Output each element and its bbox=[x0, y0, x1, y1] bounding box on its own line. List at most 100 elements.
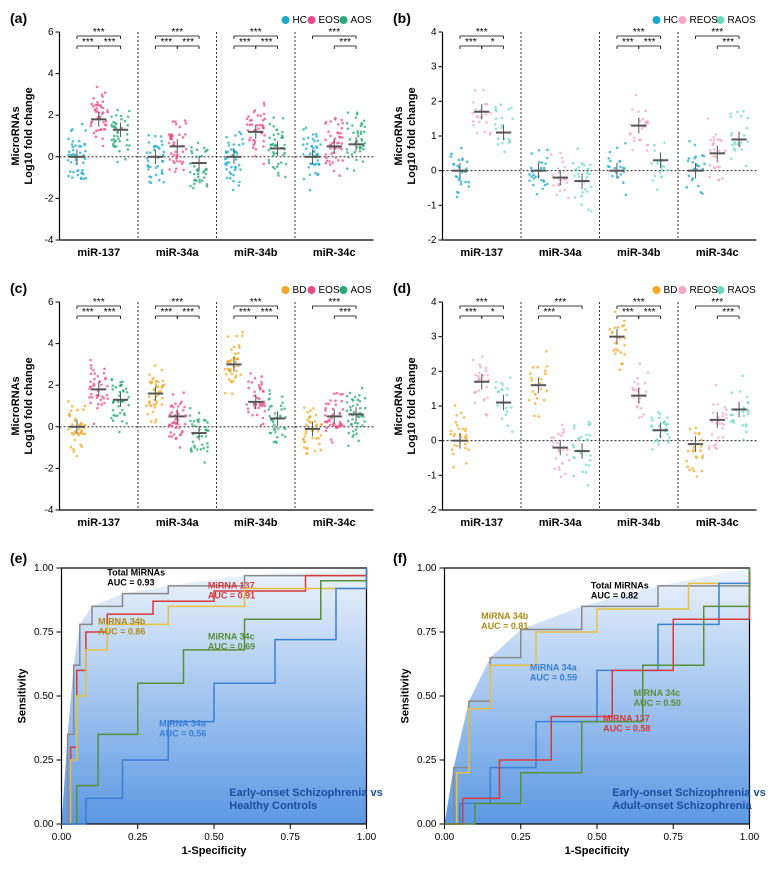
svg-text:-4: -4 bbox=[45, 505, 54, 516]
svg-text:0: 0 bbox=[48, 422, 54, 433]
svg-text:-4: -4 bbox=[45, 235, 54, 246]
svg-text:AUC = 0.50: AUC = 0.50 bbox=[634, 698, 681, 708]
panel-d: (d) MicroRNAsLog10 fold change-2-101234R… bbox=[393, 280, 766, 540]
svg-text:0: 0 bbox=[431, 436, 437, 447]
svg-text:Healthy Controls: Healthy Controls bbox=[229, 800, 317, 812]
svg-text:6: 6 bbox=[48, 297, 54, 308]
svg-text:miR-34c: miR-34c bbox=[696, 247, 739, 259]
svg-text:***: *** bbox=[182, 37, 194, 48]
panel-label-b: (b) bbox=[393, 10, 411, 26]
svg-text:***: *** bbox=[161, 307, 173, 318]
svg-text:***: *** bbox=[622, 37, 634, 48]
svg-text:AOS: AOS bbox=[351, 285, 372, 296]
svg-text:Total MiRNAs: Total MiRNAs bbox=[107, 568, 165, 578]
svg-text:1.00: 1.00 bbox=[740, 832, 760, 843]
panel-b: (b) MicroRNAsLog10 fold change-2-101234R… bbox=[393, 10, 766, 270]
svg-text:-1: -1 bbox=[428, 200, 437, 211]
svg-text:Adult-onset Schizophrenia: Adult-onset Schizophrenia bbox=[612, 800, 752, 812]
svg-text:Log10 fold change: Log10 fold change bbox=[406, 87, 418, 184]
svg-text:1: 1 bbox=[431, 401, 437, 412]
svg-text:***: *** bbox=[261, 37, 273, 48]
svg-text:0.25: 0.25 bbox=[34, 755, 54, 766]
svg-text:AUC = 0.69: AUC = 0.69 bbox=[208, 642, 255, 652]
svg-text:4: 4 bbox=[431, 27, 437, 38]
svg-text:miR-34a: miR-34a bbox=[539, 247, 583, 259]
svg-text:Log10 fold change: Log10 fold change bbox=[406, 357, 418, 454]
svg-text:1-Specificity: 1-Specificity bbox=[182, 845, 248, 857]
svg-text:***: *** bbox=[239, 37, 251, 48]
svg-text:0.50: 0.50 bbox=[204, 832, 224, 843]
svg-text:MicroRNAs: MicroRNAs bbox=[10, 376, 22, 435]
svg-text:***: *** bbox=[644, 37, 656, 48]
svg-text:MiRNA 34b: MiRNA 34b bbox=[481, 611, 529, 621]
chart-c: MicroRNAsLog10 fold change-4-20246AOSEOS… bbox=[10, 280, 383, 540]
svg-text:***: *** bbox=[339, 307, 351, 318]
svg-text:***: *** bbox=[104, 37, 116, 48]
svg-text:EOS: EOS bbox=[319, 15, 340, 26]
chart-b: MicroRNAsLog10 fold change-2-101234RAOSR… bbox=[393, 10, 766, 270]
svg-text:miR-137: miR-137 bbox=[460, 517, 503, 529]
svg-text:miR-34b: miR-34b bbox=[617, 517, 661, 529]
svg-text:Log10 fold change: Log10 fold change bbox=[23, 357, 35, 454]
panel-label-a: (a) bbox=[10, 10, 27, 26]
svg-text:*: * bbox=[491, 37, 495, 48]
svg-text:RAOS: RAOS bbox=[728, 15, 757, 26]
chart-f: 0.000.000.250.250.500.500.750.751.001.00… bbox=[393, 550, 766, 860]
svg-text:0.25: 0.25 bbox=[128, 832, 148, 843]
svg-text:0.00: 0.00 bbox=[52, 832, 72, 843]
panel-c: (c) MicroRNAsLog10 fold change-4-20246AO… bbox=[10, 280, 383, 540]
panel-e: (e) 0.000.000.250.250.500.500.750.751.00… bbox=[10, 550, 383, 860]
svg-text:6: 6 bbox=[48, 27, 54, 38]
svg-text:miR-34c: miR-34c bbox=[696, 517, 739, 529]
svg-text:***: *** bbox=[722, 37, 734, 48]
panel-label-e: (e) bbox=[10, 550, 27, 566]
svg-text:Sensitivity: Sensitivity bbox=[400, 668, 412, 724]
svg-text:miR-34b: miR-34b bbox=[234, 247, 278, 259]
svg-text:REOS: REOS bbox=[690, 15, 719, 26]
svg-text:BD: BD bbox=[293, 285, 307, 296]
svg-text:REOS: REOS bbox=[690, 285, 719, 296]
svg-text:miR-34c: miR-34c bbox=[313, 517, 356, 529]
svg-text:MiRNA 34c: MiRNA 34c bbox=[634, 688, 681, 698]
svg-text:***: *** bbox=[104, 307, 116, 318]
chart-e: 0.000.000.250.250.500.500.750.751.001.00… bbox=[10, 550, 383, 860]
svg-text:0.50: 0.50 bbox=[587, 832, 607, 843]
panel-f: (f) 0.000.000.250.250.500.500.750.751.00… bbox=[393, 550, 766, 860]
svg-text:miR-34a: miR-34a bbox=[539, 517, 583, 529]
svg-text:2: 2 bbox=[48, 110, 54, 121]
svg-text:AUC = 0.59: AUC = 0.59 bbox=[530, 672, 577, 682]
svg-text:AUC = 0.56: AUC = 0.56 bbox=[159, 729, 206, 739]
svg-text:AOS: AOS bbox=[351, 15, 372, 26]
svg-text:AUC = 0.91: AUC = 0.91 bbox=[208, 590, 255, 600]
svg-text:-2: -2 bbox=[428, 235, 437, 246]
svg-text:0.75: 0.75 bbox=[417, 627, 437, 638]
svg-text:Log10 fold change: Log10 fold change bbox=[23, 87, 35, 184]
svg-text:0.75: 0.75 bbox=[34, 627, 54, 638]
svg-text:***: *** bbox=[476, 27, 488, 38]
panel-label-c: (c) bbox=[10, 280, 27, 296]
svg-text:3: 3 bbox=[431, 62, 437, 73]
svg-text:***: *** bbox=[465, 37, 477, 48]
svg-text:***: *** bbox=[239, 307, 251, 318]
svg-text:HC: HC bbox=[293, 15, 307, 26]
svg-text:***: *** bbox=[161, 37, 173, 48]
svg-text:***: *** bbox=[182, 307, 194, 318]
svg-text:0.00: 0.00 bbox=[34, 819, 54, 830]
svg-text:miR-137: miR-137 bbox=[460, 247, 503, 259]
svg-text:miR-137: miR-137 bbox=[77, 517, 120, 529]
svg-text:***: *** bbox=[722, 307, 734, 318]
svg-text:miR-34b: miR-34b bbox=[617, 247, 661, 259]
svg-text:2: 2 bbox=[48, 380, 54, 391]
svg-text:0.75: 0.75 bbox=[664, 832, 684, 843]
svg-text:-2: -2 bbox=[45, 193, 54, 204]
svg-text:-1: -1 bbox=[428, 470, 437, 481]
svg-text:Early-onset Schizophrenia vs.: Early-onset Schizophrenia vs. bbox=[612, 787, 766, 799]
svg-text:3: 3 bbox=[431, 332, 437, 343]
svg-text:MiRNA 34a: MiRNA 34a bbox=[530, 662, 578, 672]
svg-text:0.75: 0.75 bbox=[281, 832, 301, 843]
panel-label-f: (f) bbox=[393, 550, 407, 566]
svg-text:AUC = 0.82: AUC = 0.82 bbox=[591, 590, 638, 600]
svg-text:AUC = 0.81: AUC = 0.81 bbox=[481, 621, 528, 631]
svg-text:miR-34a: miR-34a bbox=[156, 247, 200, 259]
svg-text:MiRNA 34b: MiRNA 34b bbox=[98, 616, 146, 626]
